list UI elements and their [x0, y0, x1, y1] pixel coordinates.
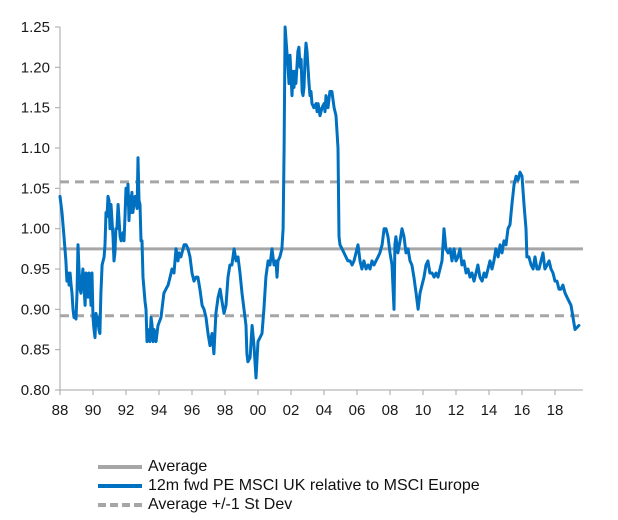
legend-swatch-average [98, 464, 142, 469]
y-tick-label: 0.85 [21, 342, 50, 359]
legend-item-stdev: Average +/-1 St Dev [98, 495, 480, 514]
y-tick-label: 1.10 [21, 140, 50, 157]
series-group [58, 25, 581, 380]
x-tick-label: 04 [316, 402, 333, 419]
x-tick-label: 06 [349, 402, 366, 419]
line-chart: 0.80 0.85 0.90 0.95 1.00 1.05 1.10 1.15 1.20 1.25… [21, 19, 583, 419]
x-tick-label: 10 [415, 402, 432, 419]
x-tick-label: 14 [481, 402, 498, 419]
y-tick-label: 1.15 [21, 100, 50, 117]
x-tick-label: 16 [514, 402, 531, 419]
y-tick-label: 1.20 [21, 59, 50, 76]
x-tick-label: 18 [547, 402, 564, 419]
x-tick-label: 90 [85, 402, 102, 419]
y-tick-label: 1.05 [21, 180, 50, 197]
legend-swatch-series [98, 483, 142, 488]
y-tick-label: 0.95 [21, 261, 50, 278]
legend-item-series: 12m fwd PE MSCI UK relative to MSCI Euro… [98, 476, 480, 495]
y-tick-label: 1.00 [21, 221, 50, 238]
x-axis: 88 90 92 94 96 98 00 02 04 06 08 10 12 14 16 18 [52, 389, 583, 419]
x-tick-label: 98 [217, 402, 234, 419]
series-line-uk-relative-pe [58, 25, 581, 380]
y-tick-label: 0.90 [21, 301, 50, 318]
x-tick-label: 12 [448, 402, 465, 419]
x-tick-label: 94 [151, 402, 168, 419]
x-tick-label: 96 [184, 402, 201, 419]
x-tick-label: 88 [52, 402, 69, 419]
legend-label-stdev: Average +/-1 St Dev [148, 495, 293, 513]
x-tick-label: 08 [382, 402, 399, 419]
x-tick-label: 00 [250, 402, 267, 419]
x-tick-label: 92 [118, 402, 135, 419]
legend-item-average: Average [98, 457, 480, 476]
y-tick-label: 1.25 [21, 19, 50, 36]
legend: Average 12m fwd PE MSCI UK relative to M… [98, 457, 480, 514]
x-tick-label: 02 [283, 402, 300, 419]
legend-label-average: Average [148, 457, 208, 475]
y-tick-label: 0.80 [21, 382, 50, 399]
y-axis: 0.80 0.85 0.90 0.95 1.00 1.05 1.10 1.15 1.20 1.25 [21, 19, 61, 399]
legend-label-series: 12m fwd PE MSCI UK relative to MSCI Euro… [148, 476, 480, 494]
legend-swatch-stdev [98, 502, 142, 507]
